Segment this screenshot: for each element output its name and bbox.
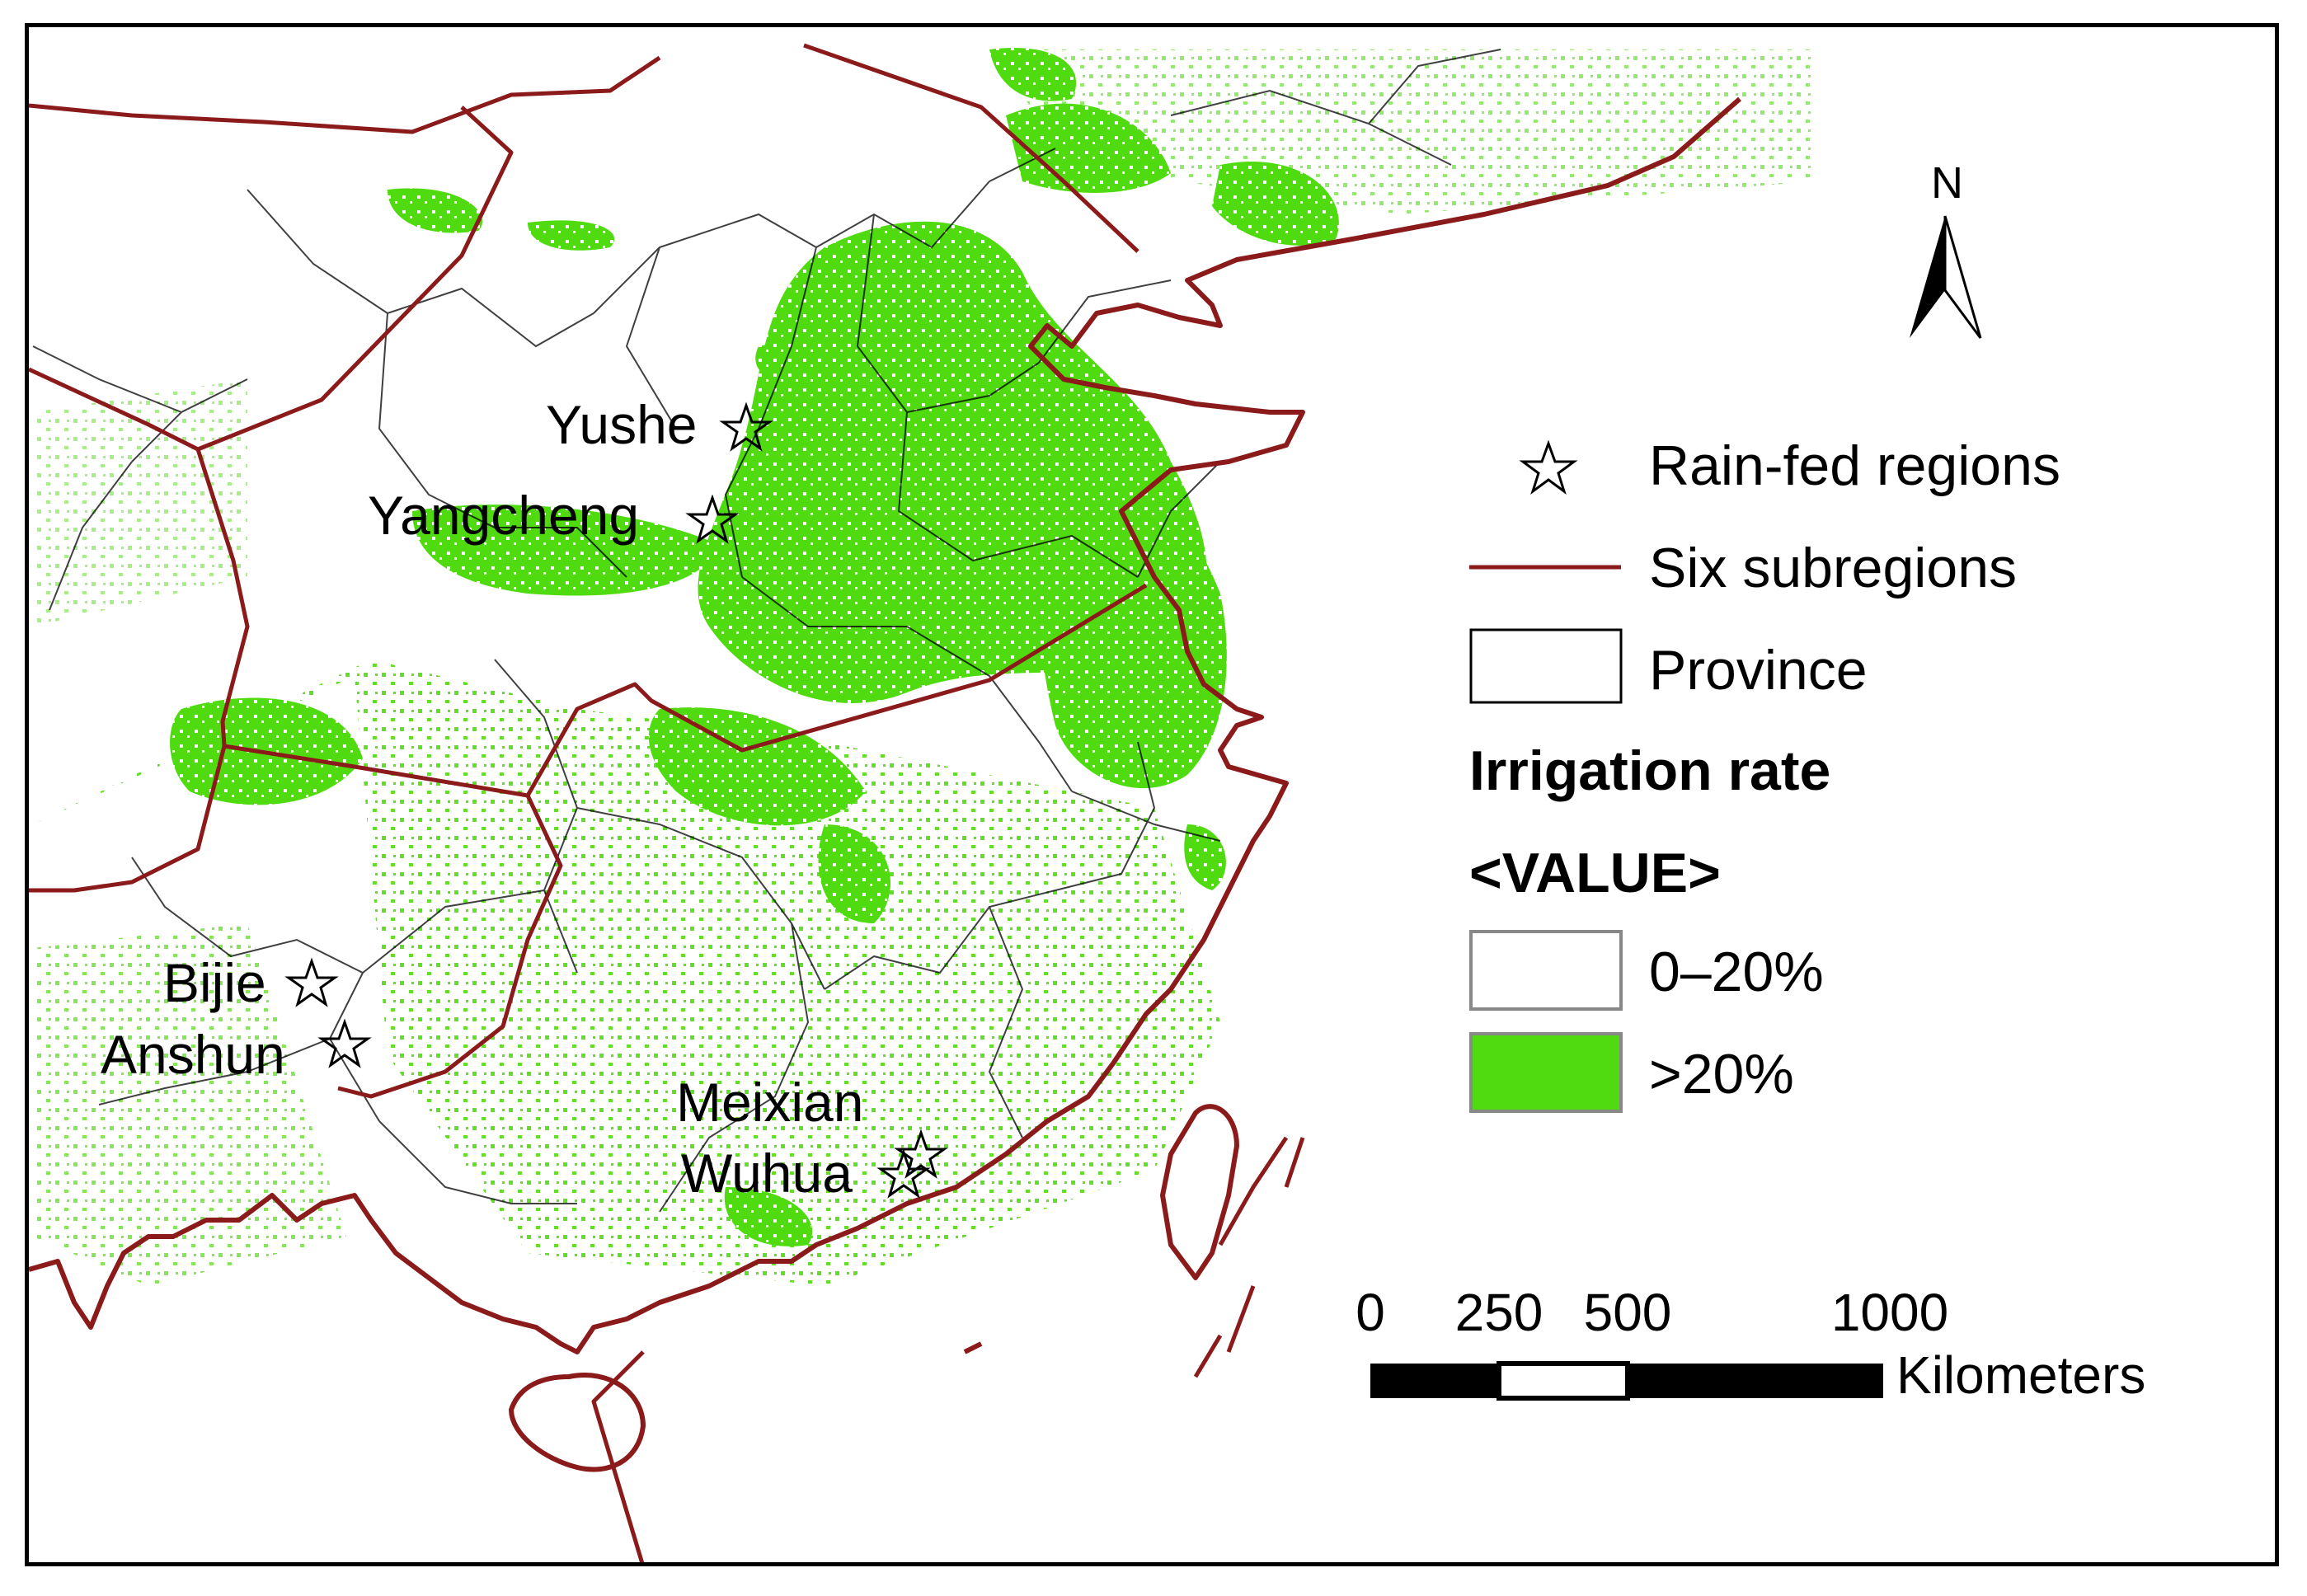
- scale-tick-1000: 1000: [1831, 1283, 1948, 1342]
- legend-label-rain-fed: Rain-fed regions: [1649, 434, 2060, 497]
- legend-rain-fed: Rain-fed regions: [1519, 434, 2060, 497]
- site-yangcheng[interactable]: Yangcheng: [368, 485, 740, 546]
- legend-class-high-label: >20%: [1649, 1043, 1794, 1105]
- legend-title-irrigation: Irrigation rate: [1469, 739, 1830, 802]
- legend-value-label: <VALUE>: [1469, 842, 1721, 904]
- legend-subregions: Six subregions: [1469, 537, 2017, 599]
- coastline: [29, 96, 1741, 1472]
- irrigated-areas: [170, 48, 1339, 1246]
- legend-class-low-label: 0–20%: [1649, 941, 1824, 1003]
- scale-unit-label: Kilometers: [1896, 1345, 2145, 1405]
- site-yushe[interactable]: Yushe: [546, 394, 773, 455]
- scale-segment-1: [1370, 1364, 1499, 1398]
- star-icon: [719, 401, 773, 452]
- north-arrow-icon: [1910, 215, 1982, 339]
- north-arrow: N: [1910, 158, 1982, 339]
- site-bijie[interactable]: Bijie: [163, 952, 339, 1013]
- site-anshun[interactable]: Anshun: [101, 1018, 372, 1085]
- legend-class-high-swatch: [1469, 1032, 1623, 1113]
- star-icon: [317, 1018, 372, 1068]
- legend-province-swatch: [1469, 628, 1623, 704]
- legend-label-province: Province: [1649, 639, 1868, 702]
- legend: Rain-fed regions Six subregions Province…: [1469, 434, 2060, 1113]
- star-icon: [1519, 439, 1578, 495]
- scale-tick-250: 250: [1455, 1283, 1543, 1342]
- site-markers: Yushe Yangcheng Bijie Anshun Meixian Wuh…: [101, 394, 948, 1204]
- site-label-anshun: Anshun: [101, 1024, 285, 1085]
- province-boundaries: [32, 49, 1501, 1213]
- legend-province: Province: [1469, 628, 1868, 704]
- site-label-meixian: Meixian: [676, 1072, 863, 1133]
- star-icon: [685, 494, 740, 544]
- star-icon: [284, 957, 339, 1007]
- scale-bar: 0 250 500 1000 Kilometers: [1356, 1283, 2145, 1405]
- site-label-yushe: Yushe: [546, 394, 698, 455]
- legend-label-subregions: Six subregions: [1649, 537, 2017, 599]
- site-label-wuhua: Wuhua: [681, 1143, 853, 1204]
- site-label-yangcheng: Yangcheng: [368, 485, 639, 546]
- north-arrow-label: N: [1931, 158, 1963, 208]
- star-icon: [876, 1148, 931, 1199]
- site-label-bijie: Bijie: [163, 952, 266, 1013]
- scale-segment-2: [1496, 1361, 1630, 1401]
- legend-class-low-swatch: [1469, 930, 1623, 1011]
- scale-tick-0: 0: [1356, 1283, 1385, 1342]
- scale-tick-500: 500: [1584, 1283, 1672, 1342]
- scale-segment-3: [1628, 1364, 1883, 1398]
- map-layers: [29, 43, 1814, 1562]
- site-meixian[interactable]: Meixian: [676, 1072, 948, 1179]
- subregion-boundaries: [29, 43, 1305, 1562]
- site-wuhua[interactable]: Wuhua: [681, 1143, 931, 1204]
- legend-class-low: 0–20%: [1469, 930, 1824, 1011]
- legend-class-high: >20%: [1469, 1032, 1794, 1113]
